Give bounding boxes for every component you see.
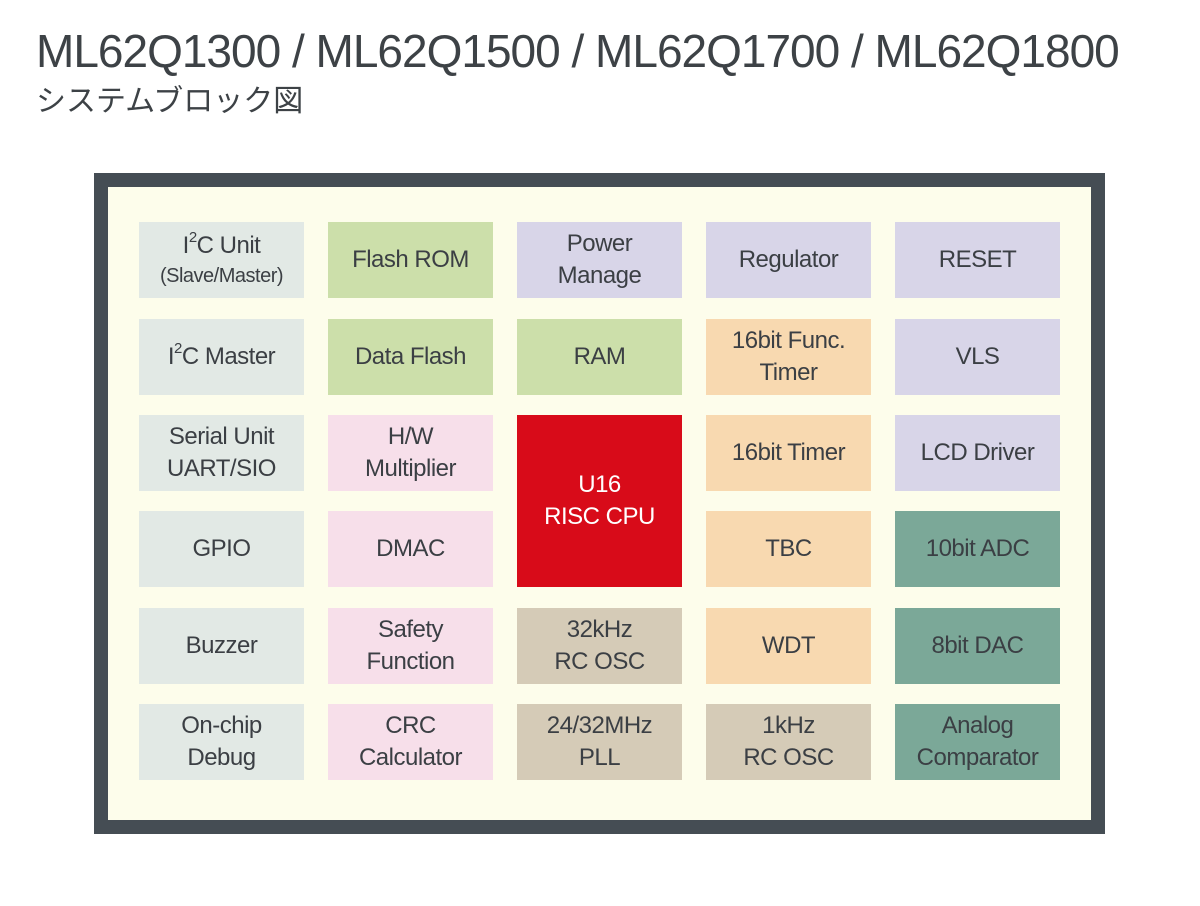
block-osc-32khz-line1: 32kHz [566, 616, 633, 643]
page-subtitle: システムブロック図 [36, 84, 304, 119]
block-crc-calculator-line2: Calculator [358, 744, 463, 771]
block-hw-multiplier-line1: H/W [387, 423, 434, 450]
block-on-chip-debug: On-chip Debug [139, 704, 304, 780]
block-buzzer-label: Buzzer [185, 632, 258, 659]
block-osc-1khz: 1kHz RC OSC [706, 704, 871, 780]
block-cpu-line1: U16 [578, 471, 621, 498]
block-power-manage: Power Manage [517, 222, 682, 298]
block-16bit-timer: 16bit Timer [706, 415, 871, 491]
block-tbc-label: TBC [765, 535, 812, 562]
block-safety-function-line2: Function [366, 648, 455, 675]
block-serial-unit: Serial Unit UART/SIO [139, 415, 304, 491]
block-i2c-unit-line2: (Slave/Master) [159, 265, 284, 287]
block-wdt: WDT [706, 608, 871, 684]
block-ram-label: RAM [573, 343, 626, 370]
block-i2c-master: I2C Master [139, 319, 304, 395]
block-serial-unit-line2: UART/SIO [167, 455, 276, 482]
block-on-chip-debug-line2: Debug [187, 744, 256, 771]
block-func-timer-line2: Timer [759, 359, 818, 386]
block-func-timer-line1: 16bit Func. [731, 327, 846, 354]
block-buzzer: Buzzer [139, 608, 304, 684]
block-hw-multiplier: H/W Multiplier [328, 415, 493, 491]
block-reset-label: RESET [938, 246, 1017, 273]
block-safety-function-line1: Safety [377, 616, 444, 643]
block-wdt-label: WDT [761, 632, 816, 659]
block-analog-comparator-line2: Comparator [916, 744, 1039, 771]
block-gpio-label: GPIO [192, 535, 251, 562]
block-cpu-line2: RISC CPU [544, 503, 655, 530]
block-power-manage-line1: Power [566, 230, 633, 257]
block-hw-multiplier-line2: Multiplier [364, 455, 457, 482]
block-osc-1khz-line1: 1kHz [762, 712, 815, 739]
block-cpu: U16 RISC CPU [517, 415, 682, 587]
block-vls: VLS [895, 319, 1060, 395]
block-pll-line2: PLL [578, 744, 621, 771]
block-vls-label: VLS [955, 343, 1000, 370]
page-title: ML62Q1300 / ML62Q1500 / ML62Q1700 / ML62… [36, 25, 1120, 77]
block-flash-rom-label: Flash ROM [352, 246, 469, 273]
block-osc-32khz: 32kHz RC OSC [517, 608, 682, 684]
block-regulator-label: Regulator [738, 246, 839, 273]
block-i2c-unit-line1: I2C Unit [182, 229, 261, 259]
block-16bit-timer-label: 16bit Timer [731, 439, 846, 466]
block-analog-comparator: Analog Comparator [895, 704, 1060, 780]
block-reset: RESET [895, 222, 1060, 298]
block-crc-calculator-line1: CRC [385, 712, 436, 739]
block-pll-line1: 24/32MHz [546, 712, 653, 739]
block-tbc: TBC [706, 511, 871, 587]
block-power-manage-line2: Manage [557, 262, 642, 289]
block-func-timer: 16bit Func. Timer [706, 319, 871, 395]
block-dmac-label: DMAC [376, 535, 445, 562]
block-osc-1khz-line2: RC OSC [743, 744, 834, 771]
block-ram: RAM [517, 319, 682, 395]
block-on-chip-debug-line1: On-chip [181, 712, 262, 739]
block-lcd-driver: LCD Driver [895, 415, 1060, 491]
block-i2c-master-label: I2C Master [167, 340, 276, 370]
block-regulator: Regulator [706, 222, 871, 298]
block-serial-unit-line1: Serial Unit [168, 423, 275, 450]
block-osc-32khz-line2: RC OSC [554, 648, 645, 675]
block-adc: 10bit ADC [895, 511, 1060, 587]
block-lcd-driver-label: LCD Driver [920, 439, 1035, 466]
block-flash-rom: Flash ROM [328, 222, 493, 298]
block-gpio: GPIO [139, 511, 304, 587]
block-data-flash: Data Flash [328, 319, 493, 395]
block-dac: 8bit DAC [895, 608, 1060, 684]
block-dac-label: 8bit DAC [931, 632, 1024, 659]
block-safety-function: Safety Function [328, 608, 493, 684]
block-i2c-unit: I2C Unit (Slave/Master) [139, 222, 304, 298]
block-dmac: DMAC [328, 511, 493, 587]
block-data-flash-label: Data Flash [354, 343, 467, 370]
block-crc-calculator: CRC Calculator [328, 704, 493, 780]
block-adc-label: 10bit ADC [925, 535, 1030, 562]
block-analog-comparator-line1: Analog [941, 712, 1014, 739]
block-pll: 24/32MHz PLL [517, 704, 682, 780]
